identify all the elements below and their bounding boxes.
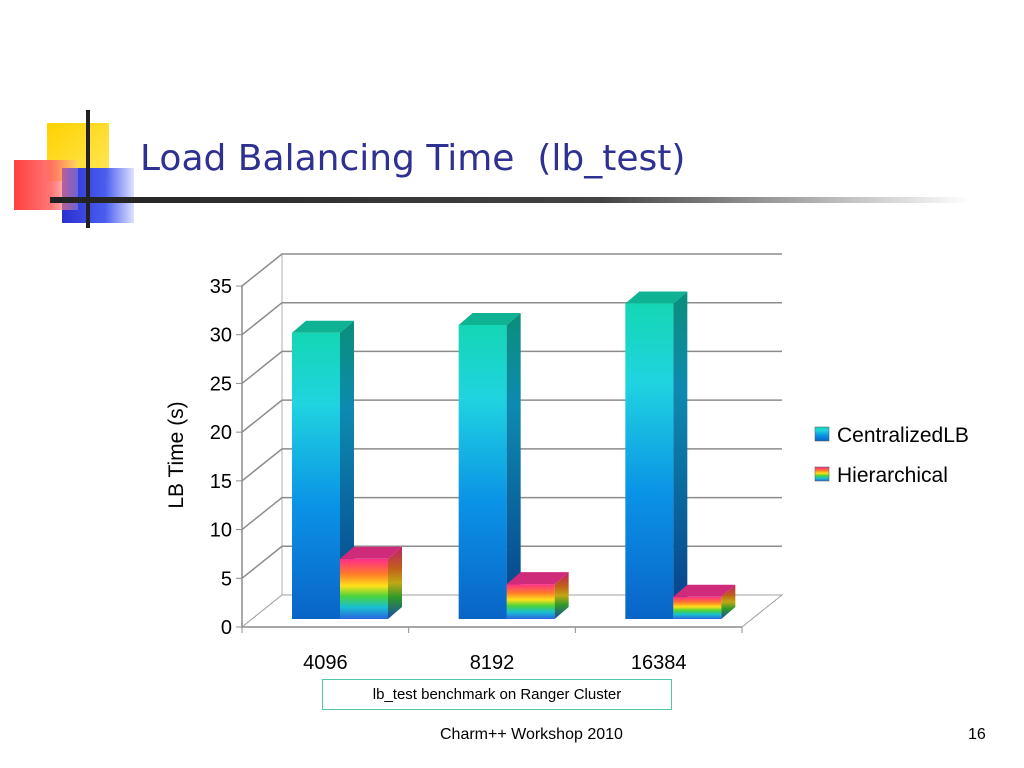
y-tick-label: 30 (210, 325, 232, 347)
x-tick-label: 8192 (470, 652, 515, 674)
x-tick-label: 4096 (303, 652, 348, 674)
chart-side-wall (241, 252, 283, 629)
legend-swatch-hierarchical (814, 466, 830, 482)
x-tick-label: 16384 (631, 652, 687, 674)
gridline (241, 545, 782, 579)
y-tick-label: 25 (210, 373, 232, 395)
y-tick-label: 5 (221, 568, 232, 590)
bar-centralizedlb (458, 312, 521, 619)
slide-title: Load Balancing Time (lb_test) (140, 138, 686, 179)
legend-swatch-centralizedlb (814, 426, 830, 442)
bar-centralizedlb (625, 291, 688, 619)
gridline (241, 301, 782, 336)
legend-label-hierarchical: Hierarchical (837, 464, 948, 487)
gridline (241, 496, 782, 531)
slide-number: 16 (968, 726, 986, 743)
y-tick-label: 10 (210, 520, 232, 542)
y-tick-label: 0 (221, 617, 232, 639)
bar-hierarchical (340, 546, 402, 619)
y-tick-label: 15 (210, 471, 232, 493)
footer-text: Charm++ Workshop 2010 (440, 726, 623, 743)
title-underline (50, 197, 970, 203)
legend-label-centralizedlb: CentralizedLB (837, 424, 969, 447)
y-tick-label: 20 (210, 422, 232, 444)
gridline (241, 350, 782, 385)
bar-hierarchical (673, 584, 736, 619)
y-tick-label: 35 (210, 276, 232, 298)
gridline (241, 253, 782, 287)
bar-centralizedlb (292, 320, 354, 619)
corner-vertical-line (86, 110, 90, 228)
gridline (241, 448, 782, 482)
chart-caption: lb_test benchmark on Ranger Cluster (322, 679, 672, 710)
bar-chart: 0 5 10 15 20 25 30 35 4096 8192 16384 LB Time (s) Ce… (165, 252, 969, 674)
gridline (241, 399, 782, 433)
y-axis-label: LB Time (s) (165, 401, 188, 508)
bar-hierarchical (506, 572, 569, 619)
